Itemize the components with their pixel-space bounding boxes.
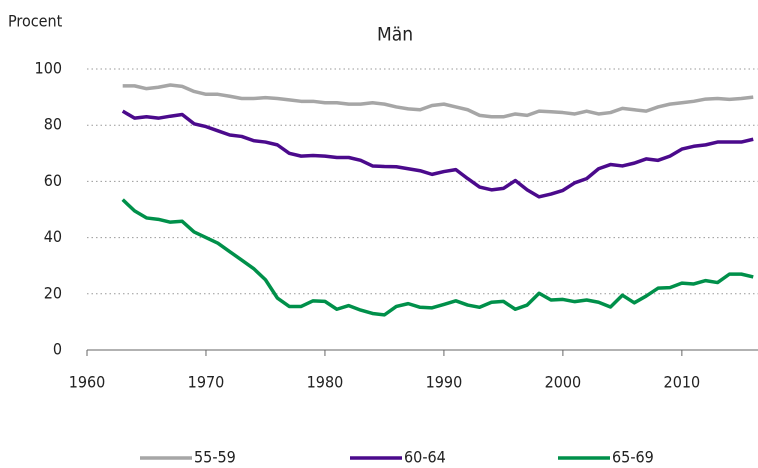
x-tick-label: 1990 — [426, 373, 463, 392]
y-tick-label: 40 — [44, 227, 62, 246]
legend-label: 60-64 — [404, 448, 446, 467]
x-tick-label: 2010 — [664, 373, 701, 392]
series-line — [121, 198, 754, 317]
legend-label: 65-69 — [612, 448, 654, 467]
y-tick-label: 100 — [35, 59, 62, 78]
x-tick-label: 1970 — [188, 373, 225, 392]
y-tick-label: 20 — [44, 283, 62, 302]
y-tick-label: 60 — [44, 171, 62, 190]
y-tick-label: 80 — [44, 115, 62, 134]
y-tick-label: 0 — [53, 340, 62, 359]
chart-title: Män — [377, 24, 413, 46]
y-axis-label: Procent — [8, 12, 63, 31]
legend-label: 55-59 — [194, 448, 236, 467]
series-line — [122, 83, 754, 119]
x-tick-label: 1980 — [307, 373, 344, 392]
x-tick-label: 2000 — [545, 373, 582, 392]
series-line — [121, 109, 754, 199]
x-tick-label: 1960 — [69, 373, 106, 392]
